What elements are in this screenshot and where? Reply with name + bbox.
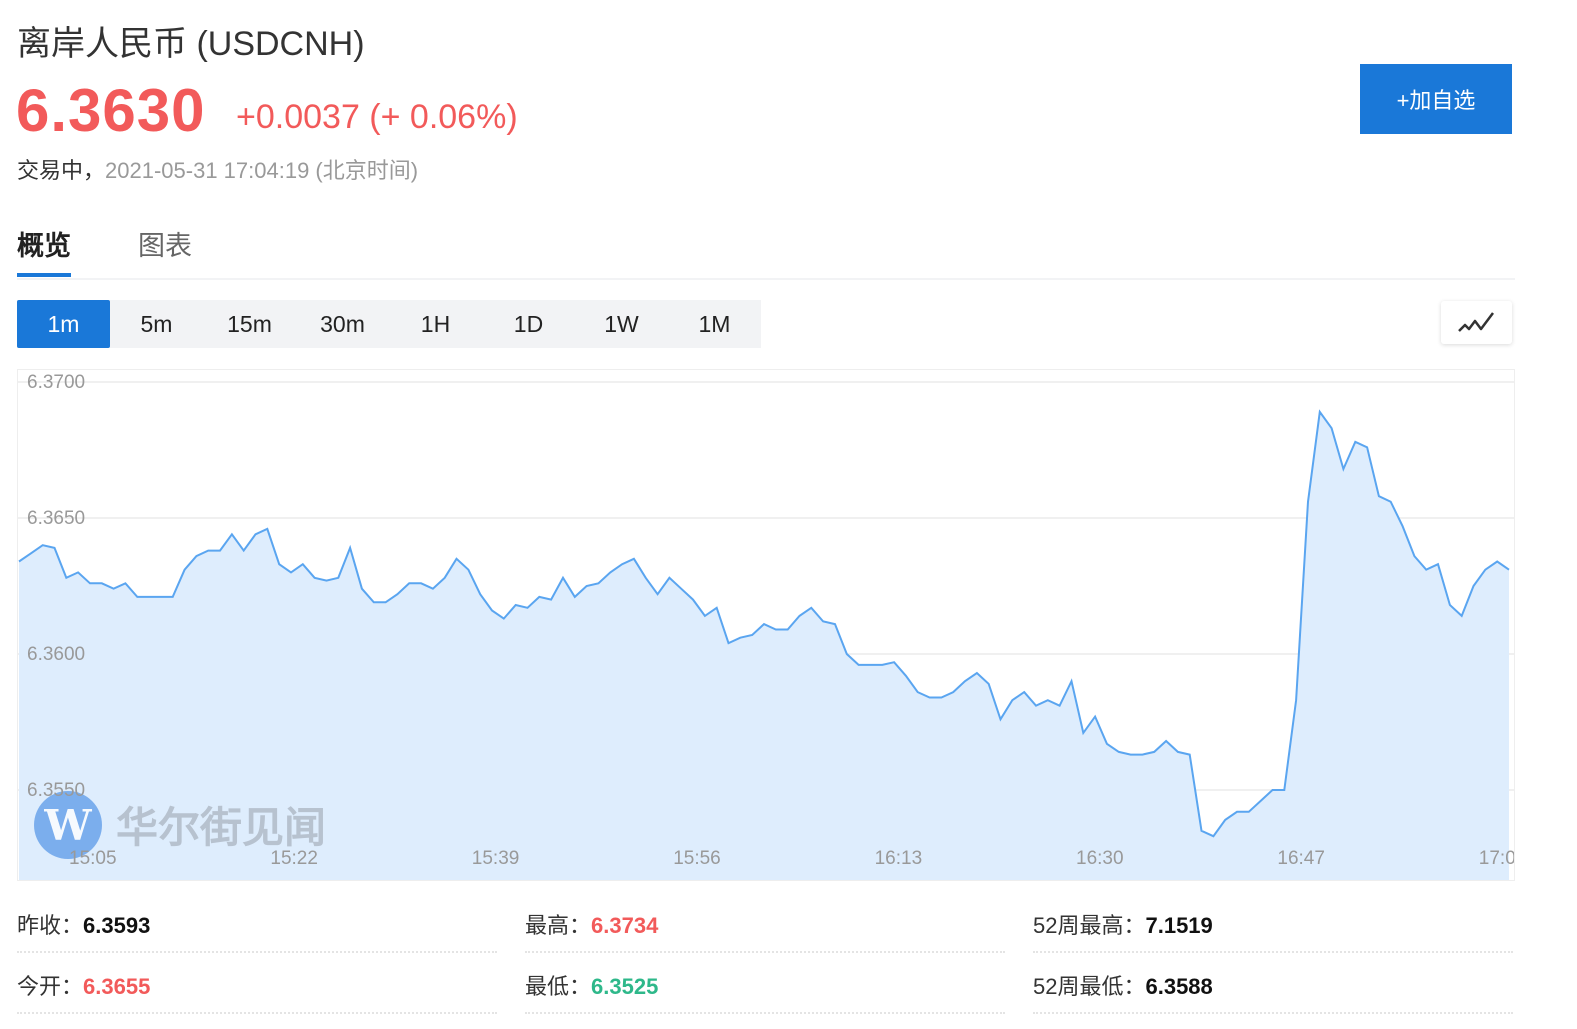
current-price: 6.3630 <box>16 77 206 144</box>
stat-label: 昨收： <box>17 913 84 938</box>
stat-divider <box>1033 1012 1513 1014</box>
stat-value: 6.3525 <box>591 974 659 999</box>
stat-value: 6.3734 <box>591 913 659 938</box>
period-1m[interactable]: 1m <box>17 300 110 348</box>
chart-type-button[interactable] <box>1441 301 1512 344</box>
period-1mo[interactable]: 1M <box>698 310 731 337</box>
tab-chart[interactable]: 图表 <box>138 231 192 261</box>
stat-label: 52周最高： <box>1033 913 1146 938</box>
svg-text:W: W <box>43 801 92 850</box>
stat-divider <box>17 1012 497 1014</box>
timestamp: 2021-05-31 17:04:19 (北京时间) <box>105 158 419 183</box>
x-tick-label: 15:05 <box>69 848 117 869</box>
x-tick-label: 16:13 <box>875 848 923 869</box>
x-tick-label: 15:56 <box>673 848 721 869</box>
price-line <box>18 409 1510 838</box>
active-tab-indicator <box>17 273 71 277</box>
stat-value: 6.3655 <box>83 974 151 999</box>
page-title: 离岸人民币 (USDCNH) <box>17 25 365 63</box>
y-tick-label: 6.3600 <box>27 644 85 665</box>
tab-overview[interactable]: 概览 <box>17 231 71 261</box>
y-tick-label: 6.3550 <box>27 780 85 801</box>
period-1w[interactable]: 1W <box>604 310 639 337</box>
stat-item: 今开：6.3655 <box>17 969 150 1001</box>
trading-status: 交易中，2021-05-31 17:04:19 (北京时间) <box>17 153 418 185</box>
tab-divider <box>17 278 1515 280</box>
period-30m[interactable]: 30m <box>320 310 365 337</box>
price-chart: W 华尔街见闻 6.3700 6.3650 6.3600 6.3550 15:05 15… <box>17 369 1515 881</box>
period-selector: 1m 5m 15m 30m 1H 1D 1W 1M <box>17 300 761 348</box>
stat-divider <box>525 1012 1005 1014</box>
add-to-watchlist-button[interactable]: +加自选 <box>1360 64 1512 134</box>
stat-label: 今开： <box>17 974 84 999</box>
stat-value: 7.1519 <box>1145 913 1213 938</box>
x-tick-label: 15:22 <box>270 848 318 869</box>
stat-label: 52周最低： <box>1033 974 1146 999</box>
stat-item: 昨收：6.3593 <box>17 908 150 940</box>
line-chart-icon <box>1457 311 1494 332</box>
stat-divider <box>1033 951 1513 953</box>
stat-item: 52周最低：6.3588 <box>1033 969 1213 1001</box>
stat-divider <box>17 951 497 953</box>
watermark-logo: W 华尔街见闻 <box>34 791 326 859</box>
x-tick-label: 16:47 <box>1277 848 1325 869</box>
stat-label: 最高： <box>525 913 592 938</box>
price-change: +0.0037 (+ 0.06%) <box>236 98 518 136</box>
watermark-text: 华尔街见闻 <box>116 803 326 852</box>
stat-item: 最低：6.3525 <box>525 969 658 1001</box>
stat-item: 52周最高：7.1519 <box>1033 908 1213 940</box>
stat-value: 6.3588 <box>1145 974 1213 999</box>
y-tick-label: 6.3700 <box>27 372 85 393</box>
x-tick-label: 15:39 <box>472 848 520 869</box>
period-1d[interactable]: 1D <box>513 310 544 337</box>
price-area <box>19 411 1509 880</box>
period-15m[interactable]: 15m <box>227 310 272 337</box>
period-1h[interactable]: 1H <box>420 310 451 337</box>
stat-label: 最低： <box>525 974 592 999</box>
period-5m[interactable]: 5m <box>140 310 173 337</box>
x-tick-label: 17:0 <box>1479 848 1515 869</box>
stat-value: 6.3593 <box>83 913 151 938</box>
status-text: 交易中， <box>17 158 106 183</box>
stat-item: 最高：6.3734 <box>525 908 658 940</box>
y-tick-label: 6.3650 <box>27 508 85 529</box>
stat-divider <box>525 951 1005 953</box>
x-tick-label: 16:30 <box>1076 848 1124 869</box>
